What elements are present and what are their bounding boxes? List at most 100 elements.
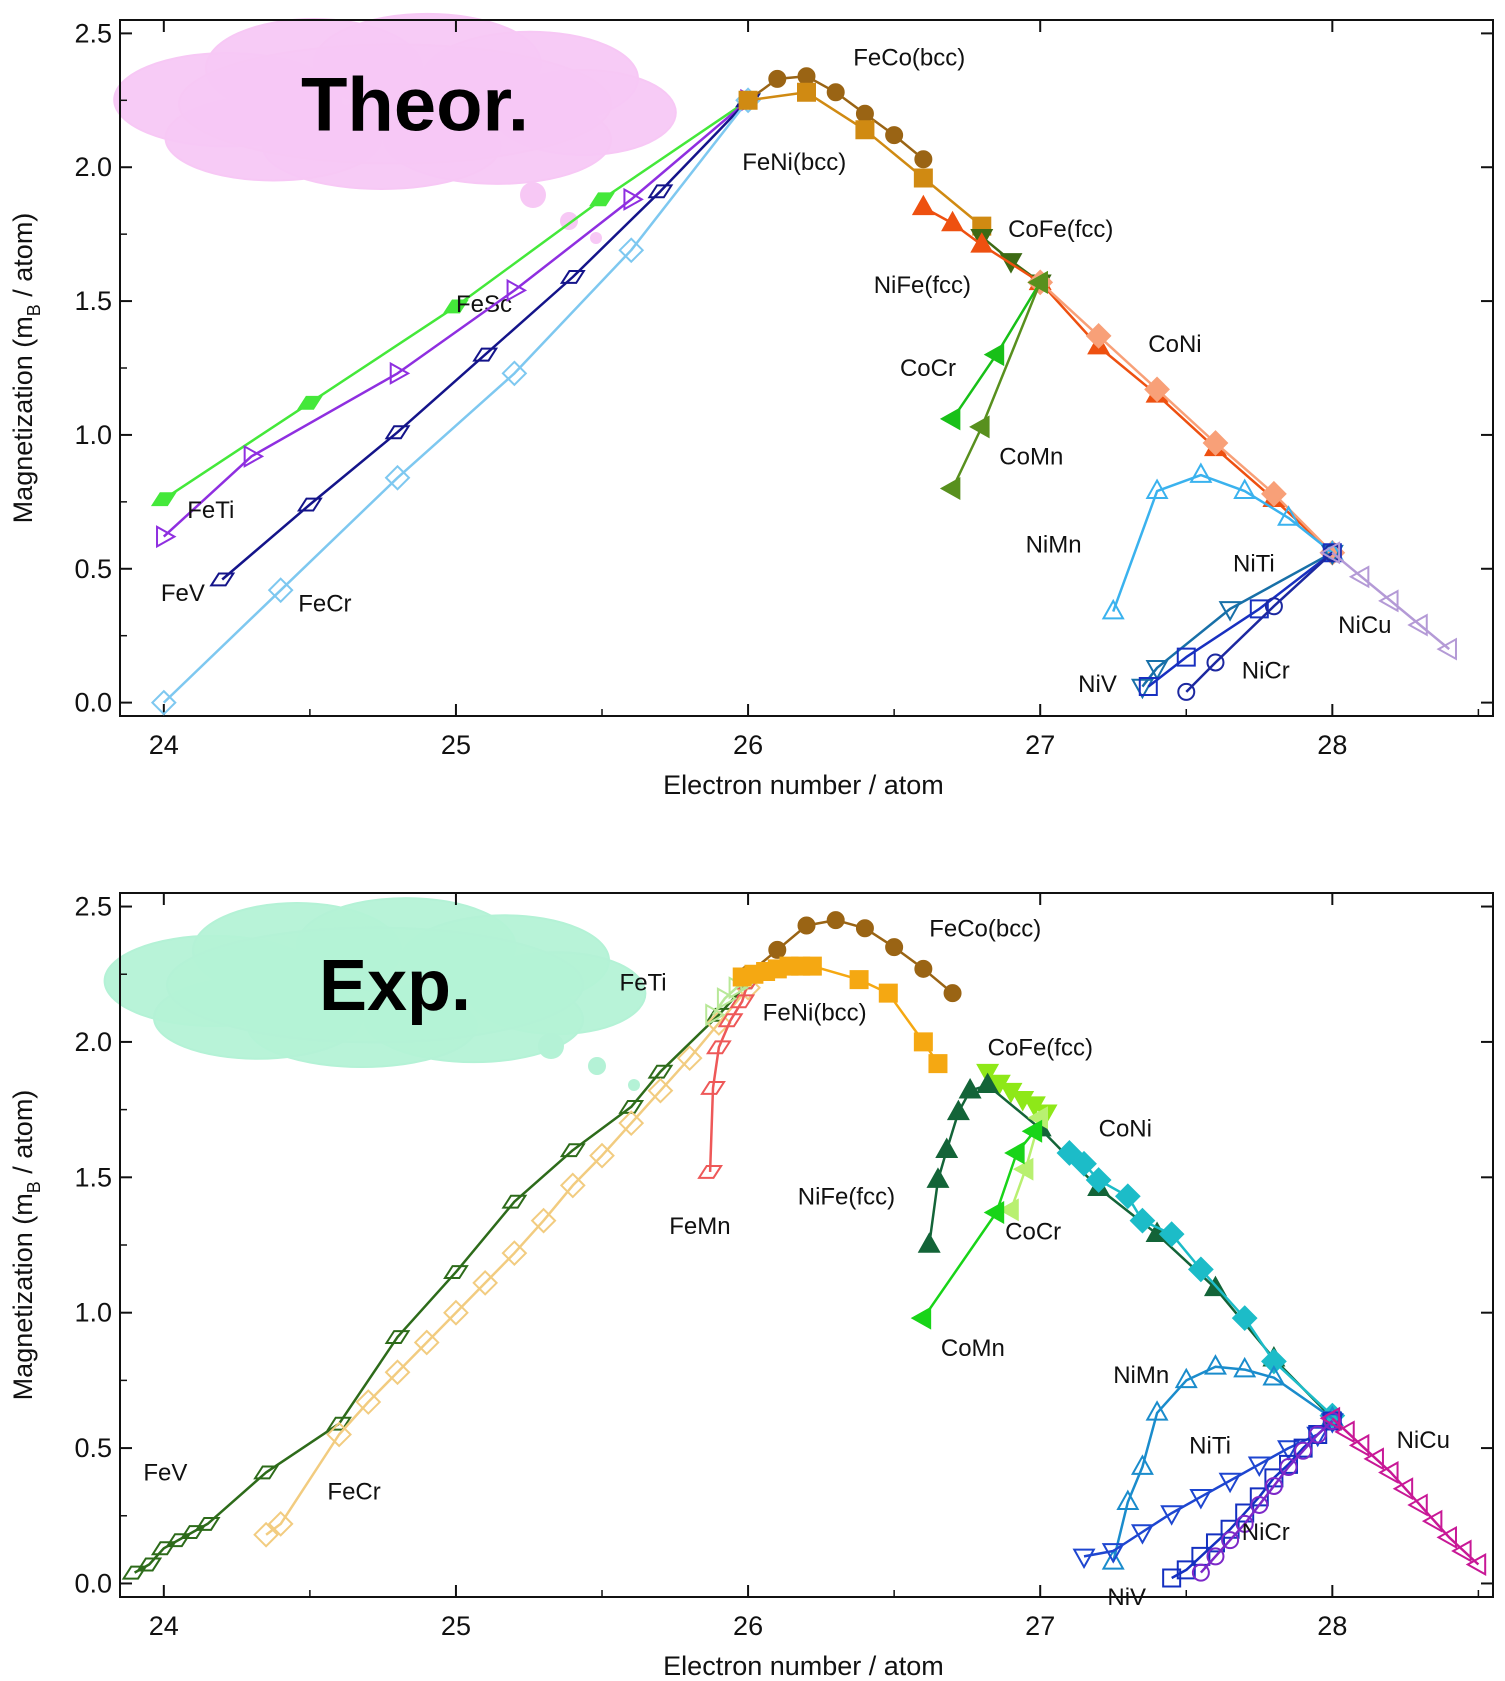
point-nimn bbox=[1203, 1354, 1227, 1375]
series-label-fev: FeV bbox=[143, 1460, 187, 1487]
cloud-puff bbox=[178, 43, 612, 165]
series-feco-bcc: FeCo(bcc) bbox=[739, 45, 965, 169]
series-niti: NiTi bbox=[1072, 1413, 1344, 1570]
point-niti bbox=[1247, 1456, 1271, 1477]
x-tick-label: 27 bbox=[1025, 730, 1055, 760]
point-nicr bbox=[1206, 653, 1225, 672]
point-nimn bbox=[1174, 1367, 1198, 1389]
x-tick-label: 25 bbox=[441, 1611, 471, 1641]
point-fev bbox=[326, 1416, 352, 1431]
point-fesc bbox=[443, 299, 469, 314]
point-nife-fcc bbox=[976, 1072, 1000, 1094]
series-label-fesc: FeSc bbox=[456, 291, 512, 318]
point-nife-fcc bbox=[941, 210, 965, 232]
point-fecr bbox=[501, 360, 528, 387]
cloud-bubble bbox=[538, 1033, 564, 1059]
point-fev bbox=[384, 1330, 411, 1345]
series-line-coni bbox=[1068, 1151, 1334, 1417]
point-nimn bbox=[1116, 1489, 1140, 1511]
point-fecr bbox=[384, 1359, 411, 1386]
y-tick-label: 0.5 bbox=[74, 1433, 112, 1463]
series-feti: FeTi bbox=[156, 88, 761, 549]
x-axis-title: Electron number / atom bbox=[663, 770, 944, 800]
point-fev bbox=[253, 1465, 279, 1480]
point-nicr bbox=[1177, 682, 1196, 701]
point-coni bbox=[1114, 1183, 1141, 1210]
point-nimn bbox=[1189, 462, 1213, 483]
series-label-nicu: NiCu bbox=[1338, 612, 1391, 639]
point-feni-bcc bbox=[928, 1054, 948, 1074]
series-label-fev: FeV bbox=[161, 580, 205, 607]
point-fecr bbox=[413, 1329, 440, 1356]
point-nicr bbox=[1308, 1425, 1327, 1444]
point-fecr bbox=[150, 689, 177, 716]
cloud-title: Exp. bbox=[319, 946, 471, 1026]
point-femn bbox=[700, 1081, 726, 1095]
series-coni: CoNi bbox=[1027, 269, 1346, 566]
point-fev bbox=[136, 1557, 163, 1572]
point-fev bbox=[647, 1064, 674, 1079]
series-label-nicu: NiCu bbox=[1397, 1427, 1450, 1454]
point-femn bbox=[729, 994, 756, 1009]
point-comn bbox=[969, 415, 990, 439]
point-fecr bbox=[443, 1299, 469, 1326]
point-nimn bbox=[1130, 1454, 1154, 1475]
series-feni-bcc: FeNi(bcc) bbox=[738, 82, 992, 236]
point-niv bbox=[1138, 677, 1158, 697]
series-fecr: FeCr bbox=[253, 974, 761, 1548]
point-feco-bcc bbox=[855, 919, 874, 938]
point-cocr bbox=[983, 343, 1005, 367]
experimental-panel: Exp. 24 25 26 27 28 0.0 0.5 1.0 1.5 2.0 2.5 Electron… bbox=[8, 892, 1494, 1681]
series-cofe-fcc: CoFe(fcc) bbox=[976, 1034, 1093, 1125]
series-line-nicr bbox=[1185, 551, 1334, 693]
point-nicr bbox=[1235, 1514, 1254, 1533]
series-cocr: CoCr bbox=[998, 1106, 1061, 1246]
point-feti bbox=[506, 278, 528, 302]
point-feco-bcc bbox=[797, 67, 816, 86]
point-niti bbox=[1306, 1426, 1330, 1448]
series-label-fecr: FeCr bbox=[298, 591, 351, 618]
thought-cloud: Theor. bbox=[113, 12, 677, 244]
point-niv bbox=[1249, 599, 1269, 619]
point-feco-bcc bbox=[826, 83, 845, 102]
point-nicu bbox=[1363, 1447, 1384, 1471]
series-label-feti: FeTi bbox=[620, 969, 667, 996]
series-label-cofe-fcc: CoFe(fcc) bbox=[988, 1034, 1093, 1061]
point-nife-fcc bbox=[946, 1099, 970, 1121]
y-tick-label: 2.0 bbox=[74, 1027, 112, 1057]
point-coni bbox=[1202, 430, 1229, 456]
point-nife-fcc bbox=[917, 1232, 941, 1253]
point-nimn bbox=[1262, 1365, 1286, 1386]
series-label-niv: NiV bbox=[1107, 1584, 1146, 1611]
series-line-femn bbox=[708, 982, 750, 1172]
point-fecr bbox=[355, 1389, 382, 1415]
series-nicu: NiCu bbox=[1319, 541, 1457, 661]
point-feni-bcc bbox=[913, 168, 933, 188]
point-femn bbox=[697, 1164, 723, 1179]
point-fev bbox=[194, 1516, 221, 1531]
point-nicu bbox=[1421, 1509, 1443, 1533]
point-nicr bbox=[1264, 1476, 1283, 1495]
point-feni-bcc bbox=[797, 82, 816, 102]
cloud-bubble bbox=[590, 232, 602, 244]
point-feco-bcc bbox=[885, 126, 904, 145]
point-fecr bbox=[472, 1270, 499, 1296]
point-nicu bbox=[1436, 637, 1457, 661]
y-tick-label: 0.0 bbox=[74, 688, 112, 718]
y-tick-label: 1.0 bbox=[74, 420, 112, 450]
point-fev bbox=[121, 1565, 148, 1580]
point-fev bbox=[297, 497, 323, 512]
x-tick-label: 25 bbox=[441, 730, 471, 760]
point-fecr bbox=[253, 1521, 279, 1548]
point-feco-bcc bbox=[855, 104, 874, 123]
point-nicr bbox=[1250, 1495, 1269, 1514]
y-tick-label: 2.5 bbox=[74, 892, 112, 922]
series-nicr: NiCr bbox=[1177, 543, 1342, 701]
point-feco-bcc bbox=[826, 911, 845, 930]
point-fesc bbox=[150, 492, 177, 507]
theoretical-panel: Theor. 24 25 26 27 28 0.0 0.5 1.0 1.5 2.0 2.5 Electr… bbox=[8, 12, 1494, 800]
point-femn bbox=[717, 1013, 744, 1028]
point-niti bbox=[1218, 601, 1242, 622]
point-feni-bcc bbox=[855, 120, 875, 140]
